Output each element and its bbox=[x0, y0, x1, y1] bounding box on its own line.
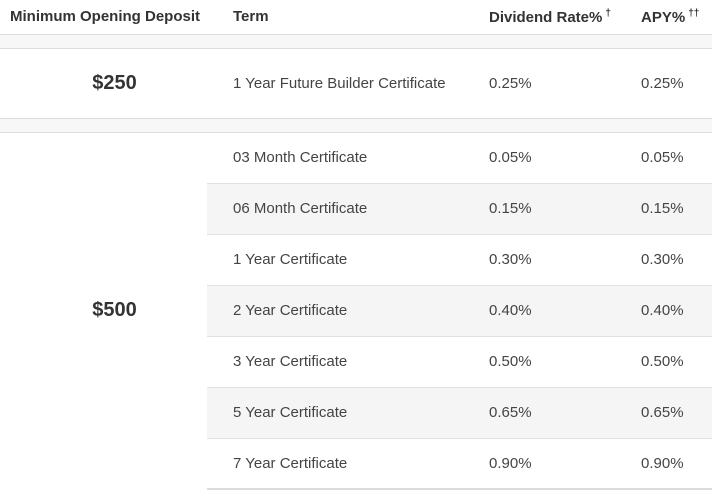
apy-cell: 0.65% bbox=[613, 386, 712, 438]
dividend-rate-cell: 0.90% bbox=[461, 437, 613, 490]
term-cell: 2 Year Certificate bbox=[207, 284, 461, 336]
deposit-cell-500: $500 bbox=[0, 132, 207, 489]
term-cell: 5 Year Certificate bbox=[207, 386, 461, 438]
table-row-03-month: $500 03 Month Certificate 0.05% 0.05% bbox=[0, 132, 712, 489]
dividend-rate-cell: 0.65% bbox=[461, 386, 613, 438]
table-row-2-year: 2 Year Certificate 0.40% 0.40% bbox=[0, 284, 712, 336]
apy-cell: 0.05% bbox=[641, 149, 684, 166]
header-min-opening-deposit-label: Minimum Opening Deposit bbox=[10, 8, 200, 26]
deposit-cell-250: $250 bbox=[0, 48, 207, 118]
dividend-rate-cell: 0.40% bbox=[461, 284, 613, 336]
term-cell: 7 Year Certificate bbox=[207, 437, 461, 490]
table-row-7-year: 7 Year Certificate 0.90% 0.90% bbox=[0, 437, 712, 490]
dividend-rate-cell: 0.05% bbox=[489, 149, 532, 166]
header-apy: APY% †† bbox=[613, 0, 712, 35]
dividend-rate-cell: 0.50% bbox=[461, 335, 613, 387]
dividend-rate-cell: 0.25% bbox=[489, 74, 532, 92]
apy-cell: 0.90% bbox=[613, 437, 712, 490]
apy-cell: 0.50% bbox=[613, 335, 712, 387]
dagger-sup: † bbox=[605, 7, 611, 19]
spacer-row bbox=[0, 117, 712, 133]
dividend-rate-cell: 0.15% bbox=[461, 182, 613, 234]
spacer-row bbox=[0, 33, 712, 49]
header-min-opening-deposit: Minimum Opening Deposit bbox=[0, 0, 207, 35]
apy-cell: 0.40% bbox=[613, 284, 712, 336]
header-term: Term bbox=[207, 0, 461, 35]
header-term-label: Term bbox=[233, 8, 269, 26]
table-row-3-year: 3 Year Certificate 0.50% 0.50% bbox=[0, 335, 712, 387]
term-cell: 1 Year Certificate bbox=[207, 233, 461, 285]
header-dividend-rate: Dividend Rate% † bbox=[461, 0, 613, 35]
spacer-cell bbox=[0, 33, 712, 49]
term-cell: 06 Month Certificate bbox=[207, 182, 461, 234]
double-dagger-sup: †† bbox=[688, 7, 700, 19]
dividend-rate-cell: 0.30% bbox=[461, 233, 613, 285]
apy-cell: 0.25% bbox=[641, 74, 684, 92]
header-apy-label: APY% bbox=[641, 8, 686, 26]
term-cell: 1 Year Future Builder Certificate bbox=[233, 74, 446, 92]
header-dividend-rate-label: Dividend Rate% bbox=[489, 8, 603, 26]
apy-cell: 0.30% bbox=[613, 233, 712, 285]
spacer-cell bbox=[0, 117, 712, 133]
table-row-future-builder: $250 1 Year Future Builder Certificate 0… bbox=[0, 48, 712, 118]
table-header-row: Minimum Opening Deposit Term Dividend Ra… bbox=[0, 0, 712, 35]
term-cell: 03 Month Certificate bbox=[233, 149, 368, 166]
apy-cell: 0.15% bbox=[613, 182, 712, 234]
table-row-5-year: 5 Year Certificate 0.65% 0.65% bbox=[0, 386, 712, 438]
table-row-1-year: 1 Year Certificate 0.30% 0.30% bbox=[0, 233, 712, 285]
table-row-06-month: 06 Month Certificate 0.15% 0.15% bbox=[0, 182, 712, 234]
term-cell: 3 Year Certificate bbox=[207, 335, 461, 387]
